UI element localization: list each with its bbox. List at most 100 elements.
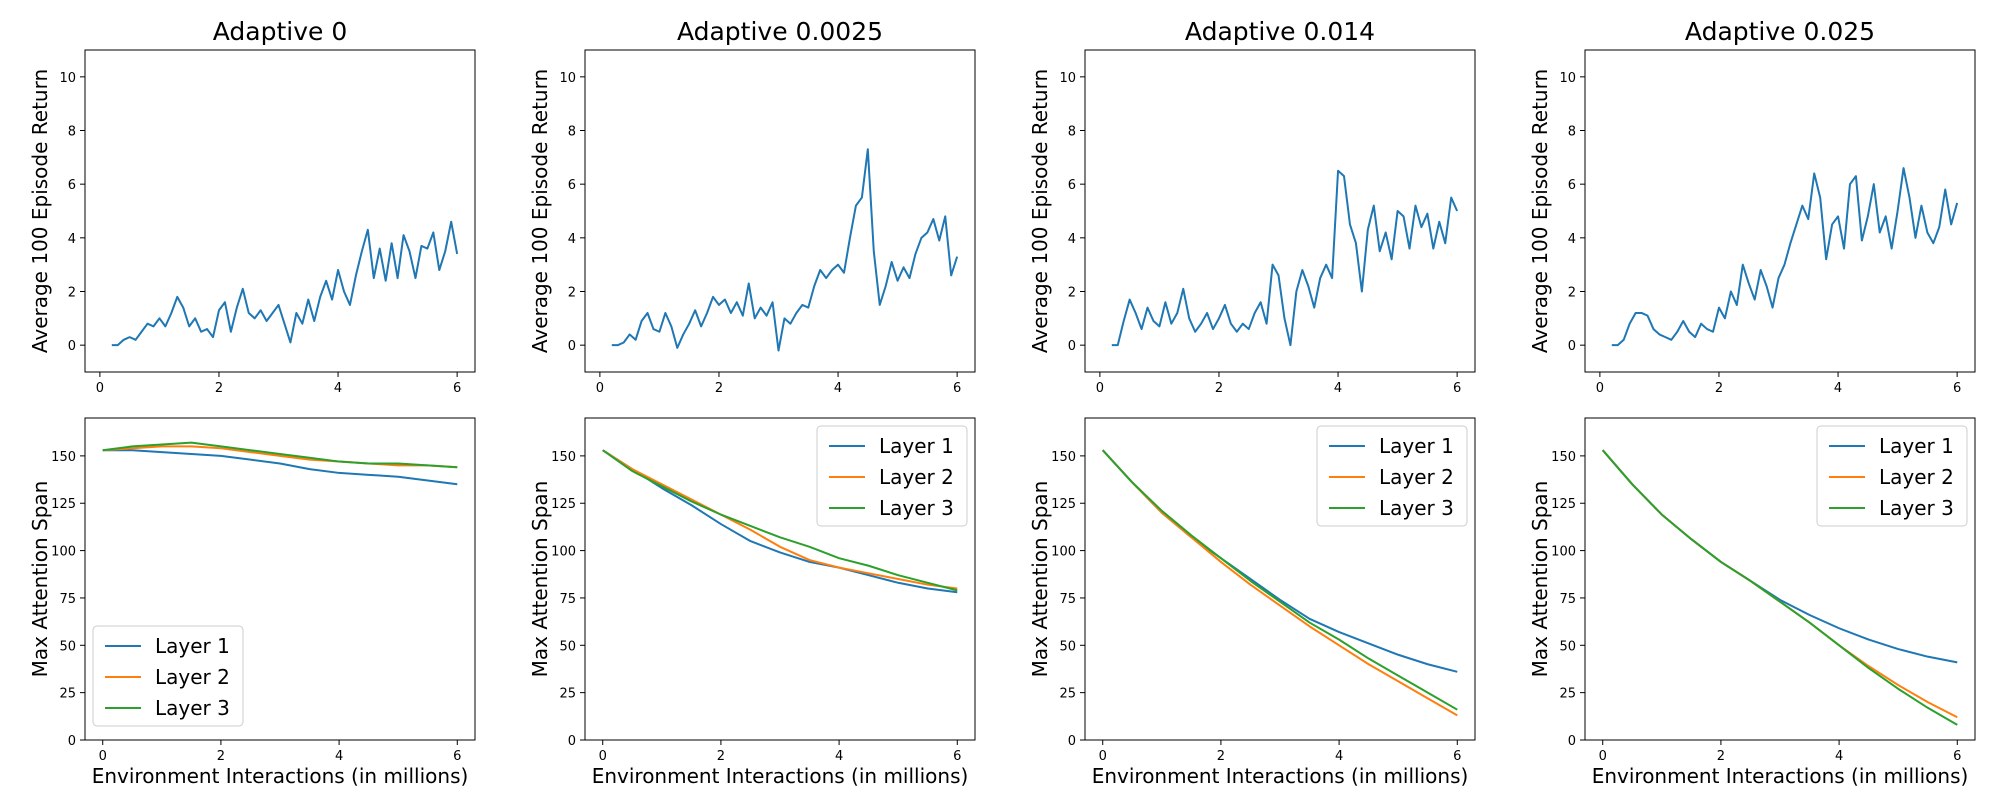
x-tick-label: 2	[717, 749, 725, 764]
legend-entry: Layer 2	[1879, 465, 1954, 489]
panel-2: 0 2 4 6 0 2 4 6 8 10 Average 100 Episode Return Ada…	[528, 17, 976, 788]
plot-frame	[1584, 417, 1976, 741]
y-tick-label: 25	[1559, 687, 1576, 702]
x-tick-label: 6	[1453, 381, 1461, 396]
y-tick-label: 0	[568, 734, 576, 749]
y-tick-label: 25	[1059, 687, 1076, 702]
x-tick-label: 2	[217, 749, 225, 764]
x-tick-label: 4	[334, 381, 342, 396]
y-tick-label: 150	[1551, 450, 1576, 465]
x-tick-label: 6	[953, 749, 961, 764]
plot-background	[1085, 50, 1475, 372]
y-tick-label: 6	[1568, 178, 1576, 193]
span-line-layer-3	[102, 441, 458, 469]
span-line-layer-2	[102, 445, 458, 469]
x-tick-label: 0	[1599, 749, 1607, 764]
y-tick-label: 75	[559, 592, 576, 607]
y-tick-label: 0	[68, 339, 76, 354]
y-axis-label: Average 100 Episode Return	[28, 69, 52, 353]
panel-title: Adaptive 0.0025	[677, 17, 883, 46]
y-tick-label: 25	[559, 687, 576, 702]
legend-entry: Layer 2	[155, 665, 230, 689]
return-line	[1611, 167, 1959, 347]
y-tick-label: 125	[1051, 497, 1076, 512]
return-line	[1111, 169, 1459, 347]
span-plot: 0 2 4 6 0 25 50 75 100 125 150 Max Attention Span En…	[528, 417, 976, 788]
plot-frame	[1084, 417, 1476, 741]
panel-4: 0 2 4 6 0 2 4 6 8 10 Average 100 Episode Return Ada…	[1528, 17, 1976, 788]
y-tick-label: 100	[1051, 545, 1076, 560]
y-tick-label: 25	[59, 687, 76, 702]
x-tick-label: 0	[1099, 749, 1107, 764]
y-tick-label: 50	[1559, 639, 1576, 654]
x-tick-label: 4	[1335, 749, 1343, 764]
legend-entry: Layer 3	[879, 496, 954, 520]
return-plot: 0 2 4 6 0 2 4 6 8 10 Average 100 Episode Return Ada…	[528, 17, 976, 396]
span-plot: 0 2 4 6 0 25 50 75 100 125 150 Max Attention Span En…	[28, 417, 476, 788]
y-axis-label: Max Attention Span	[1028, 481, 1052, 678]
x-tick-label: 0	[599, 749, 607, 764]
y-tick-label: 6	[1068, 178, 1076, 193]
y-tick-label: 6	[568, 178, 576, 193]
legend-box	[92, 625, 244, 727]
x-tick-label: 0	[1096, 381, 1104, 396]
y-tick-label: 0	[1068, 734, 1076, 749]
legend-entry: Layer 3	[1379, 496, 1454, 520]
y-tick-label: 50	[559, 639, 576, 654]
y-tick-label: 8	[1568, 125, 1576, 140]
return-plot: 0 2 4 6 0 2 4 6 8 10 Average 100 Episode Return Ada…	[1528, 17, 1976, 396]
y-tick-label: 10	[1559, 71, 1576, 86]
legend-entry: Layer 2	[1379, 465, 1454, 489]
plot-frame	[584, 49, 976, 373]
plot-frame	[1584, 49, 1976, 373]
plot-frame	[584, 417, 976, 741]
legend-box	[1816, 425, 1968, 527]
y-axis-label: Max Attention Span	[528, 481, 552, 678]
y-tick-label: 10	[1059, 71, 1076, 86]
y-tick-label: 4	[1068, 232, 1076, 247]
y-tick-label: 100	[551, 545, 576, 560]
x-tick-label: 4	[335, 749, 343, 764]
y-axis-label: Max Attention Span	[28, 481, 52, 678]
legend: Layer 1 Layer 2 Layer 3	[92, 625, 244, 727]
y-tick-label: 0	[1068, 339, 1076, 354]
y-tick-label: 50	[59, 639, 76, 654]
y-axis-label: Average 100 Episode Return	[1528, 69, 1552, 353]
x-tick-label: 0	[596, 381, 604, 396]
plot-frame	[84, 417, 476, 741]
y-tick-label: 0	[568, 339, 576, 354]
y-tick-label: 150	[551, 450, 576, 465]
x-tick-label: 2	[1215, 381, 1223, 396]
x-tick-label: 4	[1334, 381, 1342, 396]
y-tick-label: 0	[1568, 339, 1576, 354]
legend: Layer 1 Layer 2 Layer 3	[816, 425, 968, 527]
x-axis-label: Environment Interactions (in millions)	[592, 764, 969, 788]
y-tick-label: 2	[1068, 286, 1076, 301]
y-tick-label: 4	[68, 232, 76, 247]
x-axis-label: Environment Interactions (in millions)	[1092, 764, 1469, 788]
return-line	[611, 148, 959, 352]
y-tick-label: 50	[1059, 639, 1076, 654]
legend-entry: Layer 1	[155, 634, 230, 658]
span-plot: 0 2 4 6 0 25 50 75 100 125 150 Max Attention Span En…	[1028, 417, 1476, 788]
panel-title: Adaptive 0	[213, 17, 348, 46]
y-tick-label: 125	[551, 497, 576, 512]
x-tick-label: 6	[1953, 749, 1961, 764]
y-tick-label: 2	[568, 286, 576, 301]
y-tick-label: 125	[51, 497, 76, 512]
span-line-layer-2	[602, 449, 958, 590]
legend-entry: Layer 3	[1879, 496, 1954, 520]
plot-background	[585, 50, 975, 372]
legend: Layer 1 Layer 2 Layer 3	[1816, 425, 1968, 527]
y-tick-label: 75	[59, 592, 76, 607]
panel-1: 0 2 4 6 0 2 4 6 8 10 Average 100 Episode Return Ada…	[28, 17, 476, 788]
span-line-layer-2	[1101, 449, 1458, 717]
x-tick-label: 6	[953, 381, 961, 396]
x-tick-label: 4	[834, 381, 842, 396]
span-line-layer-1	[602, 449, 958, 594]
span-line-layer-3	[1101, 449, 1458, 711]
y-tick-label: 4	[1568, 232, 1576, 247]
legend-entry: Layer 1	[1379, 434, 1454, 458]
y-tick-label: 2	[1568, 286, 1576, 301]
